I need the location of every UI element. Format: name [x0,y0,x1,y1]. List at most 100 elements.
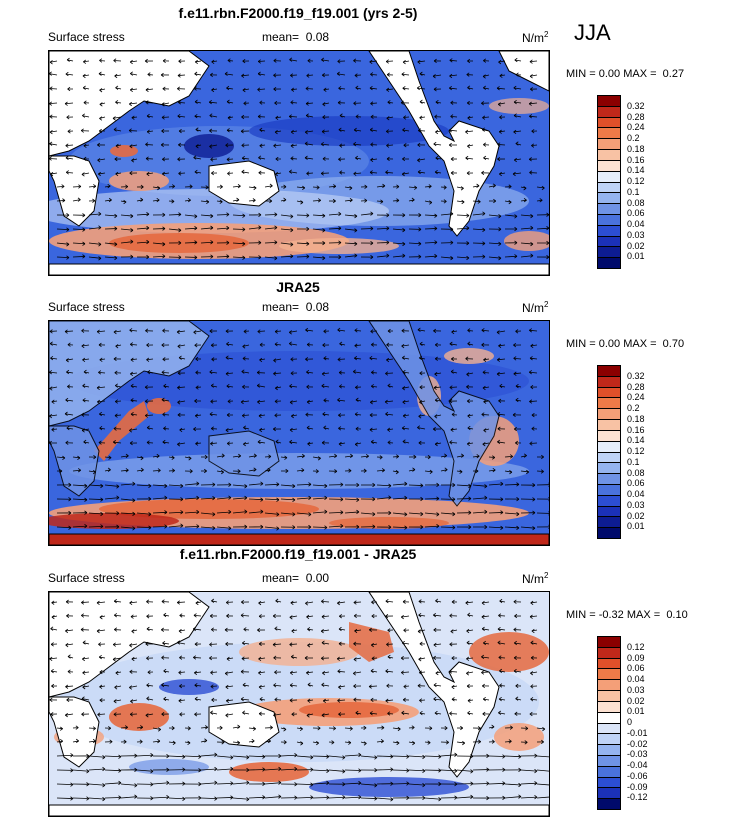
wind-vector-head [61,184,65,189]
wind-vector [241,371,250,374]
wind-vector-head [290,254,294,259]
wind-vector [120,214,134,217]
wind-vector [49,386,58,389]
wind-vector-head [498,613,502,618]
wind-vector [449,441,458,444]
wind-vector-head [515,329,519,334]
wind-vector-head [66,613,70,618]
wind-vector [248,511,264,514]
wind-vector-head [62,198,66,203]
wind-vector [232,484,248,487]
wind-vector [481,414,490,416]
wind-vector-head [198,781,202,787]
wind-vector-head [66,57,70,62]
wind-vector [344,199,353,202]
wind-vector [355,413,362,416]
panel-1-wind-vectors [49,57,549,261]
wind-vector [291,88,298,91]
wind-vector-head [433,612,437,618]
wind-vector [136,469,144,472]
wind-vector [312,755,330,757]
wind-vector [323,399,330,402]
wind-vector-head [194,683,198,688]
wind-vector-head [130,371,134,377]
wind-vector-head [532,526,536,531]
wind-vector-head [182,781,186,786]
wind-vector [248,227,262,230]
wind-vector-head [260,481,264,486]
wind-vector-head [99,669,103,675]
wind-vector-head [354,241,358,246]
wind-vector-head [365,454,369,459]
wind-vector [450,115,458,118]
wind-vector [136,726,143,729]
wind-vector-head [178,698,182,703]
wind-vector-head [278,794,282,799]
wind-vector-head [321,383,325,388]
wind-vector [392,783,410,785]
wind-vector [200,214,214,217]
wind-vector-head [449,613,453,618]
wind-vector-head [307,627,311,632]
wind-vector [344,186,353,189]
wind-vector-head [289,400,293,405]
wind-vector-head [315,469,319,474]
wind-vector-head [483,142,487,147]
wind-vector-head [307,58,311,63]
wind-vector-head [513,85,517,90]
wind-vector-head [433,58,437,64]
wind-vector-head [450,170,454,176]
wind-vector [529,442,538,444]
wind-vector-head [274,240,278,245]
wind-vector [338,87,346,90]
wind-vector-head [99,102,103,107]
wind-vector-head [434,342,438,347]
wind-vector-head [530,697,534,702]
wind-vector [258,685,266,688]
wind-vector [290,684,298,687]
colorbar-tick-label: 0.04 [627,674,645,684]
wind-vector-head [422,754,426,760]
wind-vector-head [349,197,353,203]
wind-vector-head [386,683,390,688]
wind-vector [145,88,154,91]
wind-vector [529,102,538,105]
wind-vector [386,116,394,119]
wind-vector [161,371,170,374]
colorbar-swatch [598,105,620,117]
wind-vector [385,400,394,403]
wind-vector-head [275,156,279,162]
wind-vector [72,242,86,245]
wind-vector [152,255,166,258]
wind-vector [290,102,298,104]
wind-vector-head [146,626,150,632]
colorbar-swatch [598,637,620,647]
wind-vector [81,344,90,347]
wind-vector [376,469,385,472]
wind-vector-head [338,254,342,260]
wind-vector-head [317,456,321,461]
wind-vector-head [502,754,506,759]
wind-vector-head [476,454,480,459]
wind-vector-head [419,698,423,703]
wind-vector [65,713,74,716]
wind-vector [65,73,74,76]
wind-vector [328,227,342,230]
colorbar-tick-label: 0.01 [627,521,645,532]
wind-vector-head [82,241,86,246]
wind-vector [424,214,438,217]
wind-vector-head [400,656,404,661]
wind-vector-head [224,71,228,76]
colorbar-tick-label: 0.28 [627,111,645,122]
wind-vector [274,343,282,346]
wind-vector-head [194,670,198,675]
wind-vector [210,712,218,715]
wind-vector-head [178,240,182,246]
wind-vector-head [355,114,359,119]
wind-vector-head [401,343,405,349]
wind-vector-head [370,668,374,673]
wind-vector [65,643,74,646]
wind-vector-head [242,384,246,389]
colorbar-swatch [598,787,620,799]
wind-vector [280,754,298,757]
